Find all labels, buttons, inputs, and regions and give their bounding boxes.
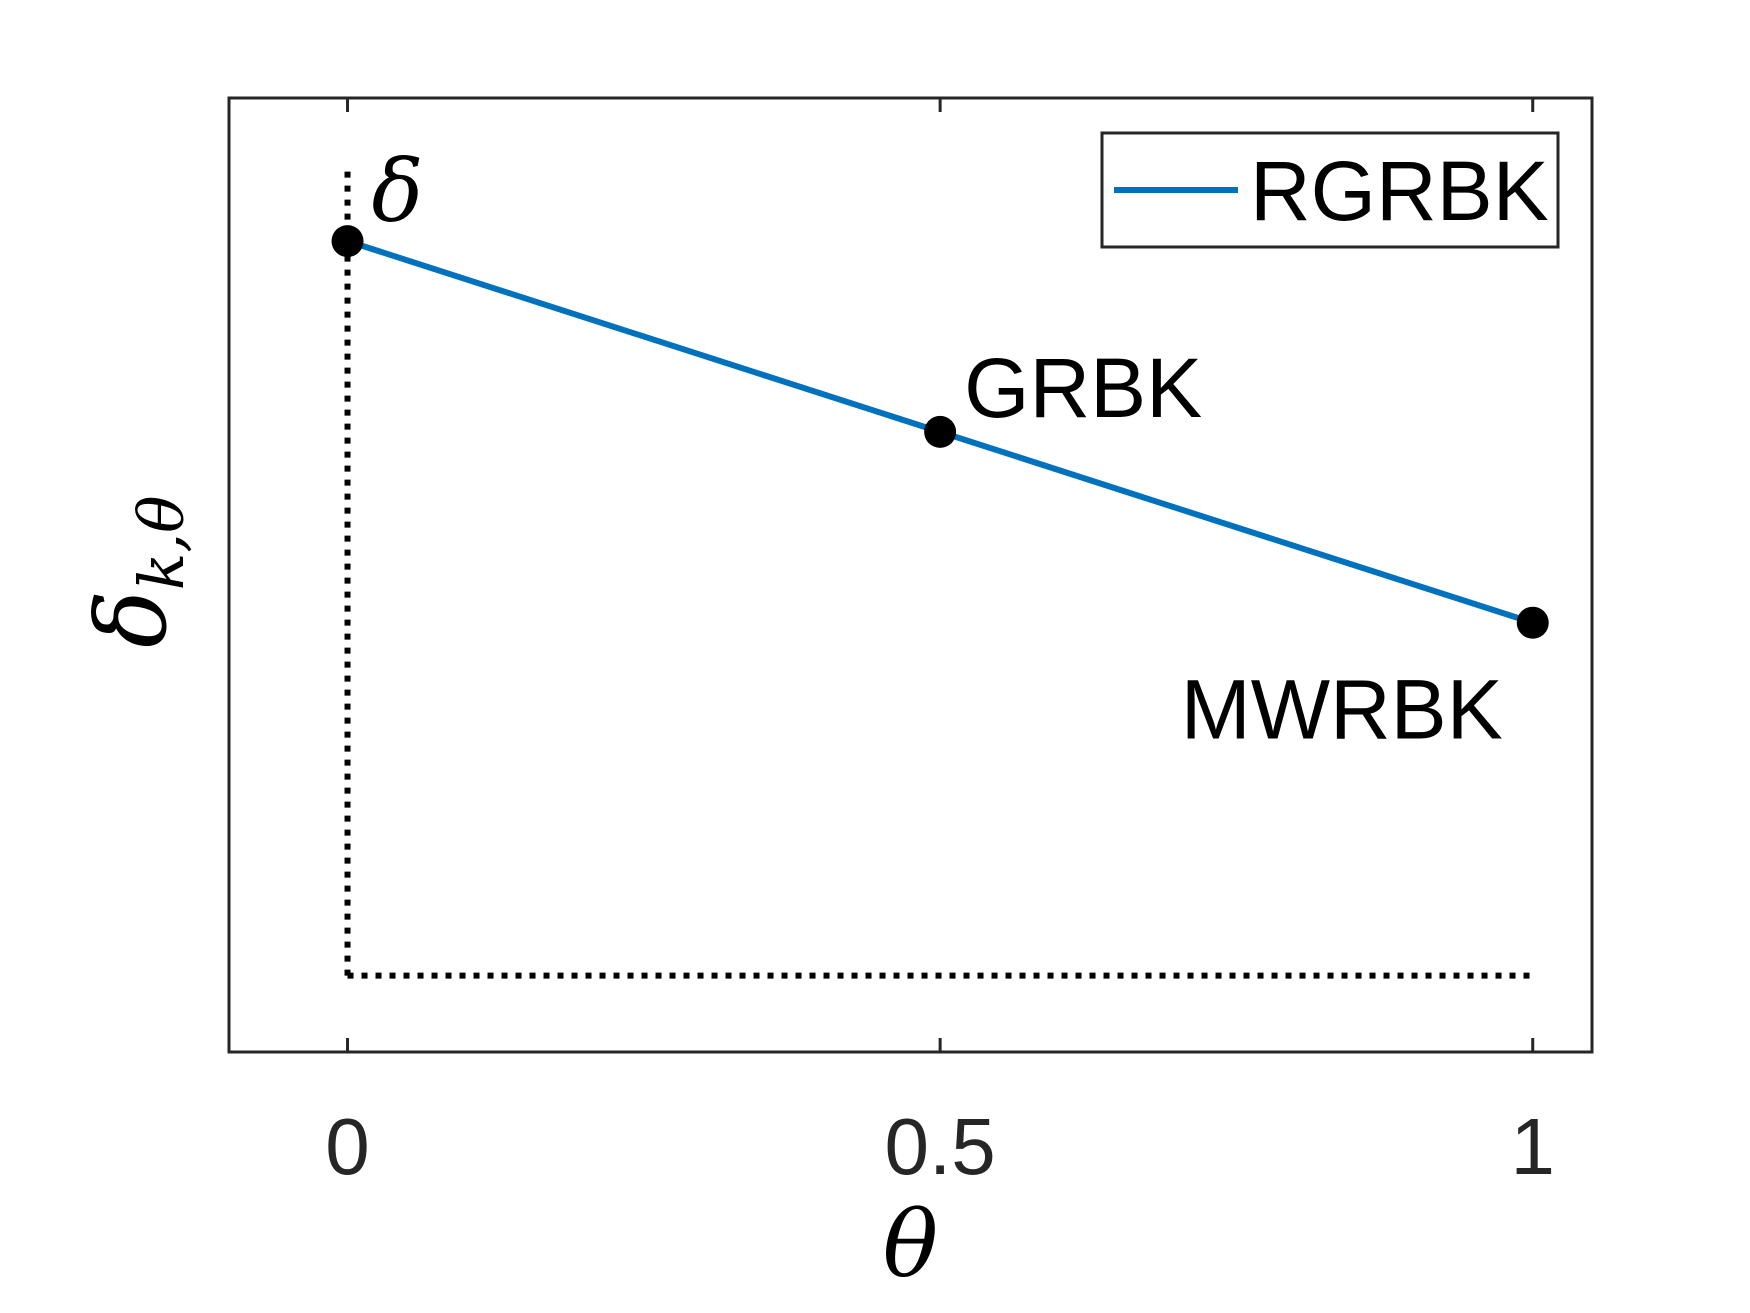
points-layer: δ GRBK MWRBK: [331, 142, 1549, 757]
y-axis-label-main: δ: [76, 590, 188, 648]
legend: RGRBK: [1100, 131, 1560, 249]
point-label-grbk: GRBK: [964, 341, 1202, 435]
point-marker: [1516, 606, 1549, 639]
point-label-mwrbk: MWRBK: [1181, 663, 1503, 757]
y-axis-label: δk,θ: [76, 496, 198, 648]
axis-labels: θ δk,θ: [76, 496, 938, 1298]
point-marker: [331, 225, 364, 258]
point-marker: [924, 415, 957, 448]
x-axis-label: θ: [883, 1191, 938, 1298]
x-tick-label: 0: [325, 1102, 370, 1191]
x-tick-label: 1: [1510, 1102, 1555, 1191]
x-ticks: 0 0.5 1: [325, 98, 1555, 1191]
reference-lines: [344, 164, 1533, 979]
point-label-delta: δ: [372, 142, 424, 242]
y-axis-label-subscript: k,θ: [125, 496, 198, 591]
legend-label-rgrbk: RGRBK: [1250, 144, 1549, 238]
x-tick-label: 0.5: [885, 1102, 996, 1191]
axes-frame: [227, 96, 1594, 1054]
